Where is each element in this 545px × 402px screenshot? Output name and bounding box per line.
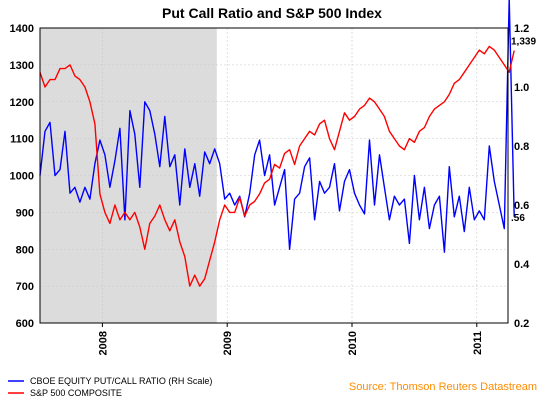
x-tick-label: 2011	[472, 331, 484, 355]
series-line-sp500	[39, 45, 515, 287]
y-left-tick-label: 1400	[10, 23, 34, 35]
x-tick-label: 2009	[222, 331, 234, 355]
legend-label-sp500: S&P 500 COMPOSITE	[30, 388, 122, 398]
y-left-tick-label: 900	[16, 207, 34, 219]
y-left-tick-label: 1100	[10, 134, 34, 146]
source-note: Source: Thomson Reuters Datastream	[349, 381, 537, 393]
annotation-sp500-last: 1,339	[511, 36, 536, 47]
y-left-tick-label: 1300	[10, 60, 34, 72]
series-line-putcall	[39, 0, 515, 253]
y-left-axis: 600 700 800 900 1000 1100 1200 1300 1400	[10, 23, 34, 330]
y-right-tick-label: 0.4	[514, 259, 530, 271]
series-lines	[39, 0, 515, 287]
x-axis: 2008 2009 2010 2011	[97, 323, 484, 355]
chart-title: Put Call Ratio and S&P 500 Index	[162, 5, 382, 21]
legend: CBOE EQUITY PUT/CALL RATIO (RH Scale) S&…	[8, 376, 212, 398]
y-right-tick-label: 0.2	[514, 318, 529, 330]
y-right-tick-label: 0.8	[514, 141, 529, 153]
y-left-tick-label: 700	[16, 281, 34, 293]
x-tick-label: 2010	[347, 331, 359, 355]
y-left-tick-label: 600	[16, 318, 34, 330]
y-left-tick-label: 1200	[10, 97, 34, 109]
y-right-tick-label: 0.6	[514, 200, 529, 212]
y-right-tick-label: 1.2	[514, 23, 529, 35]
legend-label-putcall: CBOE EQUITY PUT/CALL RATIO (RH Scale)	[30, 376, 212, 386]
plot-frame	[39, 27, 509, 324]
annotation-putcall-last: .56	[511, 213, 525, 224]
y-left-tick-label: 1000	[10, 171, 34, 183]
y-right-tick-label: 1.0	[514, 82, 529, 94]
x-tick-label: 2008	[97, 331, 109, 355]
y-right-axis: 0.2 0.4 0.6 0.8 1.0 1.2	[514, 23, 530, 330]
y-left-tick-label: 800	[16, 244, 34, 256]
